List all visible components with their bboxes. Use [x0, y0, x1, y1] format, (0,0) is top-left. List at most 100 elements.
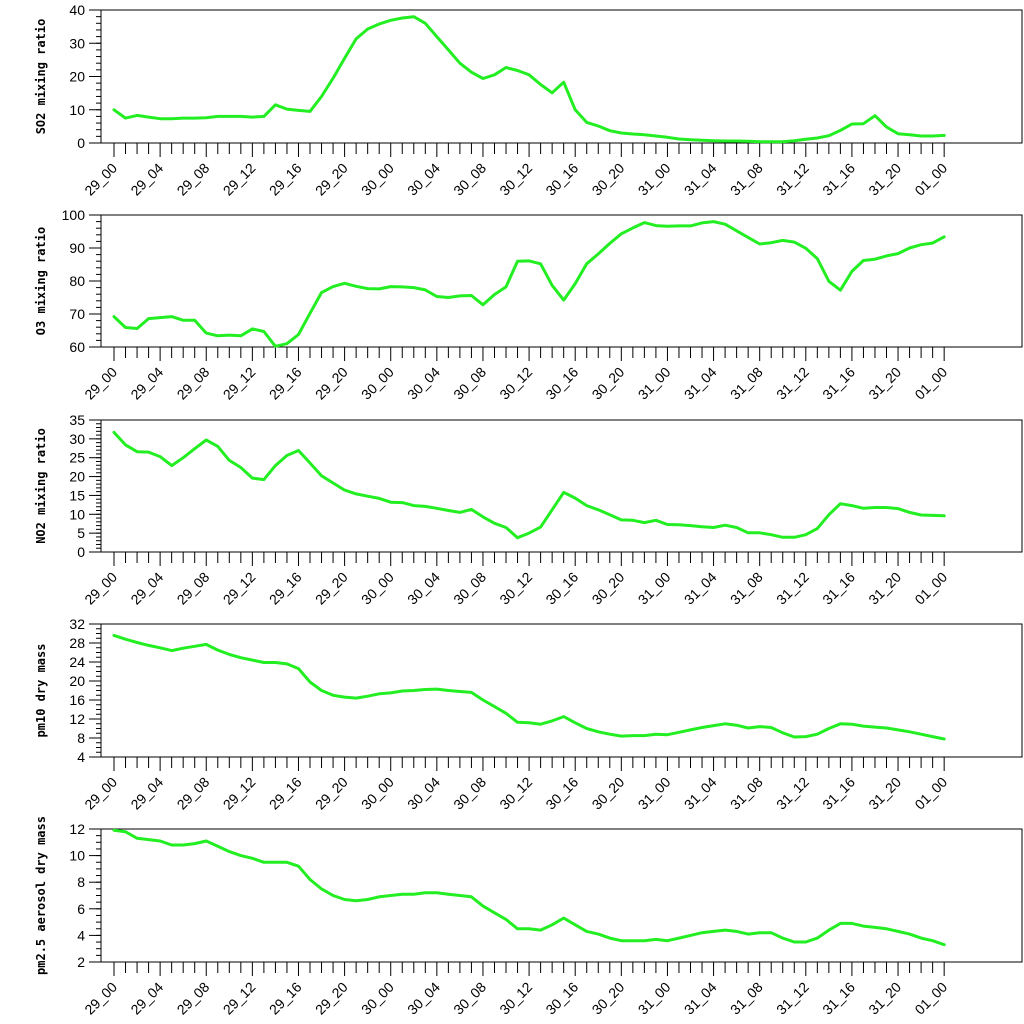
- y-axis-title: pm10 dry mass: [34, 644, 48, 738]
- x-tick-label: 29_20: [312, 979, 351, 1018]
- series-line: [112, 430, 946, 540]
- x-tick-label: 29_04: [127, 774, 166, 813]
- y-tick-label: 30: [69, 35, 85, 51]
- x-tick-label: 31_04: [681, 569, 720, 608]
- x-tick-label: 29_04: [127, 364, 166, 403]
- series-line: [112, 828, 946, 947]
- x-tick-label: 29_12: [220, 569, 259, 608]
- x-tick-label: 30_16: [542, 774, 581, 813]
- x-tick-label: 29_12: [220, 160, 259, 199]
- x-tick-label: 30_16: [542, 160, 581, 199]
- x-tick-label: 30_08: [450, 160, 489, 199]
- y-tick-label: 0: [77, 135, 85, 151]
- plot-frame: [100, 828, 1023, 963]
- x-tick-label: 29_20: [312, 364, 351, 403]
- x-tick-label: 30_04: [404, 774, 443, 813]
- x-tick-label: 31_20: [865, 979, 904, 1018]
- x-tick-label: 31_16: [819, 160, 858, 199]
- x-tick-label: 29_00: [81, 979, 120, 1018]
- x-tick-label: 29_16: [266, 979, 305, 1018]
- y-axis-title: pm2.5 aerosol dry mass: [34, 816, 48, 975]
- x-tick-label: 29_20: [312, 569, 351, 608]
- y-tick-label: 10: [69, 102, 85, 118]
- x-tick-label: 31_08: [727, 160, 766, 199]
- y-tick-label: 90: [69, 240, 85, 256]
- x-tick-label: 30_08: [450, 569, 489, 608]
- series-line: [112, 15, 946, 144]
- y-axis-title: NO2 mixing ratio: [34, 428, 48, 544]
- x-tick-label: 30_12: [496, 160, 535, 199]
- x-tick-label: 31_20: [865, 160, 904, 199]
- y-tick-label: 24: [69, 654, 85, 670]
- x-tick-label: 31_12: [773, 979, 812, 1018]
- x-tick-label: 31_04: [681, 160, 720, 199]
- y-tick-label: 8: [77, 730, 85, 746]
- x-tick-label: 30_08: [450, 979, 489, 1018]
- x-tick-label: 29_20: [312, 160, 351, 199]
- y-axis-title: SO2 mixing ratio: [34, 19, 48, 135]
- y-tick-label: 12: [69, 821, 85, 837]
- y-tick-label: 70: [69, 306, 85, 322]
- y-tick-label: 60: [69, 339, 85, 355]
- y-tick-label: 40: [69, 2, 85, 18]
- y-tick-label: 2: [77, 954, 85, 970]
- plot-frame: [100, 214, 1023, 348]
- chart-panel-2: 60 70 80 90 100 O3 mixing ratio 29_00 29_04 29_0…: [34, 207, 1023, 403]
- x-tick-label: 29_16: [266, 364, 305, 403]
- y-tick-label: 10: [69, 506, 85, 522]
- y-tick-label: 28: [69, 635, 85, 651]
- y-tick-label: 4: [77, 749, 85, 765]
- chart-panel-3: 0 5 10 15 20 25 30 35 NO2 mixing ratio 29_00 29_04…: [34, 412, 1023, 608]
- x-tick-label: 29_00: [81, 364, 120, 403]
- x-tick-label: 29_04: [127, 569, 166, 608]
- y-tick-label: 25: [69, 450, 85, 466]
- y-tick-label: 20: [69, 673, 85, 689]
- x-tick-label: 01_00: [911, 979, 950, 1018]
- y-tick-label: 20: [69, 469, 85, 485]
- y-tick-label: 8: [77, 874, 85, 890]
- x-tick-label: 29_08: [174, 774, 213, 813]
- x-tick-label: 31_00: [635, 569, 674, 608]
- x-tick-label: 29_16: [266, 160, 305, 199]
- x-tick-label: 30_08: [450, 774, 489, 813]
- x-tick-label: 30_20: [589, 979, 628, 1018]
- x-tick-label: 29_16: [266, 569, 305, 608]
- x-tick-label: 29_04: [127, 160, 166, 199]
- y-tick-label: 16: [69, 692, 85, 708]
- x-tick-label: 31_12: [773, 774, 812, 813]
- x-tick-label: 30_00: [358, 774, 397, 813]
- x-tick-label: 30_00: [358, 569, 397, 608]
- x-tick-label: 01_00: [911, 160, 950, 199]
- x-tick-label: 01_00: [911, 364, 950, 403]
- x-tick-label: 01_00: [911, 774, 950, 813]
- y-tick-label: 20: [69, 69, 85, 85]
- series-line: [112, 633, 946, 741]
- x-tick-label: 29_12: [220, 979, 259, 1018]
- y-tick-label: 15: [69, 487, 85, 503]
- x-tick-label: 30_12: [496, 364, 535, 403]
- y-tick-label: 100: [62, 207, 86, 223]
- y-tick-label: 10: [69, 848, 85, 864]
- x-tick-label: 30_00: [358, 364, 397, 403]
- x-tick-label: 31_08: [727, 979, 766, 1018]
- x-tick-label: 31_00: [635, 774, 674, 813]
- y-tick-label: 6: [77, 901, 85, 917]
- chart-panel-1: 0 10 20 30 40 SO2 mixing ratio 29_00 29_04 29_08…: [34, 2, 1023, 199]
- x-tick-label: 31_04: [681, 364, 720, 403]
- x-tick-label: 31_00: [635, 364, 674, 403]
- x-tick-label: 30_04: [404, 160, 443, 199]
- x-tick-label: 31_08: [727, 364, 766, 403]
- x-tick-label: 31_20: [865, 364, 904, 403]
- series-line: [112, 220, 946, 348]
- x-tick-label: 29_08: [174, 364, 213, 403]
- x-tick-label: 31_16: [819, 979, 858, 1018]
- x-tick-label: 31_00: [635, 979, 674, 1018]
- x-tick-label: 30_16: [542, 979, 581, 1018]
- x-tick-label: 30_16: [542, 364, 581, 403]
- x-tick-label: 31_16: [819, 364, 858, 403]
- x-tick-label: 30_12: [496, 774, 535, 813]
- x-tick-label: 31_20: [865, 569, 904, 608]
- x-tick-label: 30_04: [404, 569, 443, 608]
- x-tick-label: 30_12: [496, 979, 535, 1018]
